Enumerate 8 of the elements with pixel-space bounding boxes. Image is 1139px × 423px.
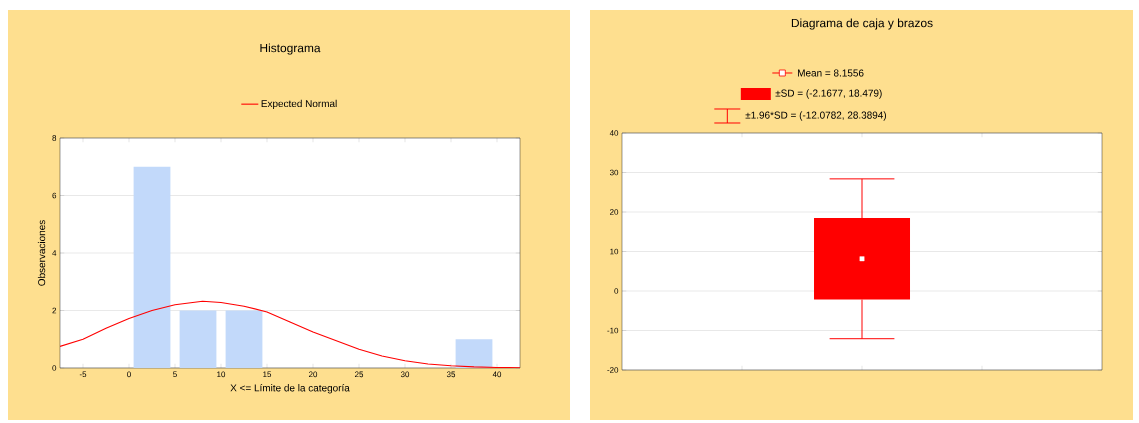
- text: ±SD = (-2.1677, 18.479): [775, 89, 882, 99]
- x-axis-title: X <= Límite de la categoría: [230, 383, 350, 394]
- text: Mean = 8.1556: [798, 69, 864, 77]
- chart-title: Diagrama de caja y brazos: [791, 18, 933, 30]
- chart-title: Histograma: [260, 43, 321, 55]
- text: ±1.96*SD = (-12.0782, 28.3894): [745, 111, 887, 121]
- y-axis-title: Observaciones: [37, 220, 46, 286]
- legend-label: Expected Normal: [261, 99, 337, 110]
